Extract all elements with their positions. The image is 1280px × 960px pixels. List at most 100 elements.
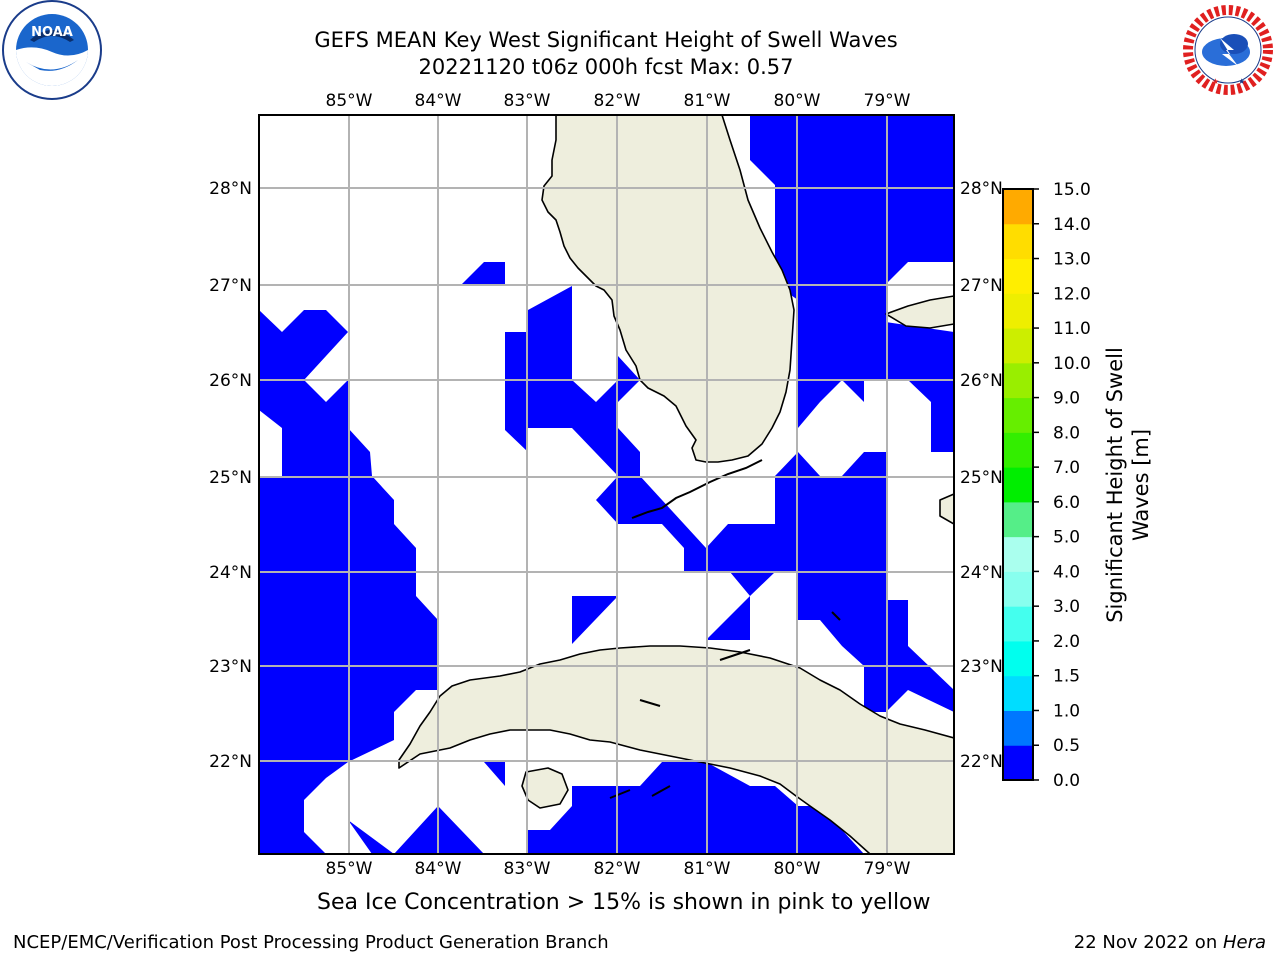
colorbar-segment <box>1003 467 1033 503</box>
isla-de-la-juventud <box>521 767 569 809</box>
colorbar-frame <box>1002 188 1034 781</box>
footer-date: 22 Nov 2022 on Hera <box>1074 932 1266 953</box>
graticule <box>259 115 954 854</box>
colorbar-segment <box>1003 189 1033 225</box>
colorbar-tick-label: 4.0 <box>1053 562 1080 582</box>
colorbar-segment <box>1003 710 1033 746</box>
wave-region-gulf-nw <box>259 310 348 380</box>
footer-branch: NCEP/EMC/Verification Post Processing Pr… <box>13 932 609 953</box>
wave-region-atlantic-north <box>750 115 954 452</box>
sea-ice-caption: Sea Ice Concentration > 15% is shown in … <box>317 890 931 915</box>
lon-label-bottom: 82°W <box>594 859 641 879</box>
wave-region-florida-straits <box>596 452 954 712</box>
lat-label-right: 26°N <box>960 371 1003 391</box>
svg-text:★: ★ <box>1238 77 1245 86</box>
lon-label-top: 81°W <box>684 91 731 111</box>
colorbar-tick-label: 5.0 <box>1053 528 1080 548</box>
lat-label-left: 26°N <box>209 371 252 391</box>
map-frame <box>258 114 955 855</box>
lon-label-top: 83°W <box>504 91 551 111</box>
colorbar-tick-label: 3.0 <box>1053 597 1080 617</box>
colorbar-segment <box>1003 606 1033 642</box>
lat-label-left: 22°N <box>209 752 252 772</box>
footer-host: Hera <box>1222 932 1266 953</box>
colorbar-segment <box>1003 223 1033 260</box>
lat-label-right: 22°N <box>960 752 1003 772</box>
colorbar-tick-label: 1.5 <box>1053 667 1080 687</box>
chart-title: GEFS MEAN Key West Significant Height of… <box>314 28 898 52</box>
lat-label-right: 27°N <box>960 276 1003 296</box>
colorbar-label-line1: Significant Height of Swell <box>1103 347 1127 623</box>
colorbar-label: Significant Height of Swell Waves [m] <box>1103 347 1153 623</box>
lat-label-left: 23°N <box>209 657 252 677</box>
lat-label-left: 25°N <box>209 468 252 488</box>
noaa-logo-text: NOAA <box>31 25 73 40</box>
colorbar-tick-label: 0.5 <box>1053 736 1080 756</box>
chart-subtitle: 20221120 t06z 000h fcst Max: 0.57 <box>418 55 794 79</box>
florida-peninsula <box>541 115 795 463</box>
lat-label-left: 27°N <box>209 276 252 296</box>
lat-label-right: 25°N <box>960 468 1003 488</box>
colorbar-tick-label: 12.0 <box>1053 284 1091 304</box>
colorbar-segment <box>1003 745 1033 781</box>
wave-region-caribbean <box>528 762 864 854</box>
lon-labels: 85°W 84°W 83°W 82°W 81°W 80°W 79°W 85°W … <box>326 91 911 879</box>
footer-date-text: 22 Nov 2022 on <box>1073 932 1223 953</box>
wave-region-gulf-sw1 <box>348 820 394 854</box>
colorbar-segment <box>1003 675 1033 711</box>
colorbar-segment <box>1003 397 1033 433</box>
lon-label-bottom: 79°W <box>864 859 911 879</box>
colorbar-tick-label: 6.0 <box>1053 493 1080 513</box>
lon-label-bottom: 83°W <box>504 859 551 879</box>
lon-label-top: 80°W <box>774 91 821 111</box>
colorbar-tick-label: 14.0 <box>1053 215 1091 235</box>
lon-label-bottom: 80°W <box>774 859 821 879</box>
lon-label-bottom: 81°W <box>684 859 731 879</box>
colorbar-segment <box>1003 571 1033 607</box>
colorbar-segment <box>1003 536 1033 572</box>
grand-bahama <box>885 295 954 329</box>
lon-label-top: 82°W <box>594 91 641 111</box>
land-masses <box>398 115 954 854</box>
colorbar-segment <box>1003 293 1033 329</box>
florida-keys <box>609 459 841 799</box>
colorbar-tick-labels: 0.0 0.5 1.0 1.5 2.0 3.0 4.0 5.0 6.0 7.0 8.0 9.0 10.0… <box>1033 180 1091 791</box>
lat-label-left: 28°N <box>209 179 252 199</box>
colorbar-segment <box>1003 501 1033 538</box>
colorbar-tick-label: 7.0 <box>1053 458 1080 478</box>
lat-label-left: 24°N <box>209 563 252 583</box>
colorbar-tick-label: 15.0 <box>1053 180 1091 200</box>
wave-region-gulf-small <box>462 262 505 284</box>
wave-region-straits-small <box>572 596 618 644</box>
colorbar-tick-label: 8.0 <box>1053 423 1080 443</box>
lat-labels: 28°N 27°N 26°N 25°N 24°N 23°N 22°N 28°N … <box>209 179 1003 772</box>
colorbar-segment <box>1003 432 1033 468</box>
lon-label-top: 85°W <box>326 91 373 111</box>
svg-text:★: ★ <box>1212 77 1219 86</box>
colorbar-segment <box>1003 328 1033 364</box>
noaa-logo: NOAA <box>2 0 102 100</box>
lon-label-top: 84°W <box>415 91 462 111</box>
lon-label-bottom: 85°W <box>326 859 373 879</box>
colorbar-tick-label: 9.0 <box>1053 389 1080 409</box>
lat-label-right: 23°N <box>960 657 1003 677</box>
colorbar-tick-label: 10.0 <box>1053 354 1091 374</box>
colorbar-segment <box>1003 258 1033 294</box>
andros-island <box>939 493 954 525</box>
lon-label-bottom: 84°W <box>415 859 462 879</box>
colorbar-tick-label: 2.0 <box>1053 632 1080 652</box>
swell-height-field <box>259 115 954 854</box>
nws-logo: ★ ★ <box>1180 2 1276 98</box>
colorbar-tick-label: 1.0 <box>1053 701 1080 721</box>
wave-region-straits-east <box>706 596 750 640</box>
colorbar-tick-label: 11.0 <box>1053 319 1091 339</box>
colorbar <box>1003 189 1033 781</box>
lon-label-top: 79°W <box>864 91 911 111</box>
colorbar-tick-label: 0.0 <box>1053 771 1080 791</box>
lat-label-right: 28°N <box>960 179 1003 199</box>
colorbar-segment <box>1003 640 1033 677</box>
lat-label-right: 24°N <box>960 563 1003 583</box>
colorbar-segment <box>1003 362 1033 399</box>
wave-region-carib-tiny <box>484 762 505 786</box>
